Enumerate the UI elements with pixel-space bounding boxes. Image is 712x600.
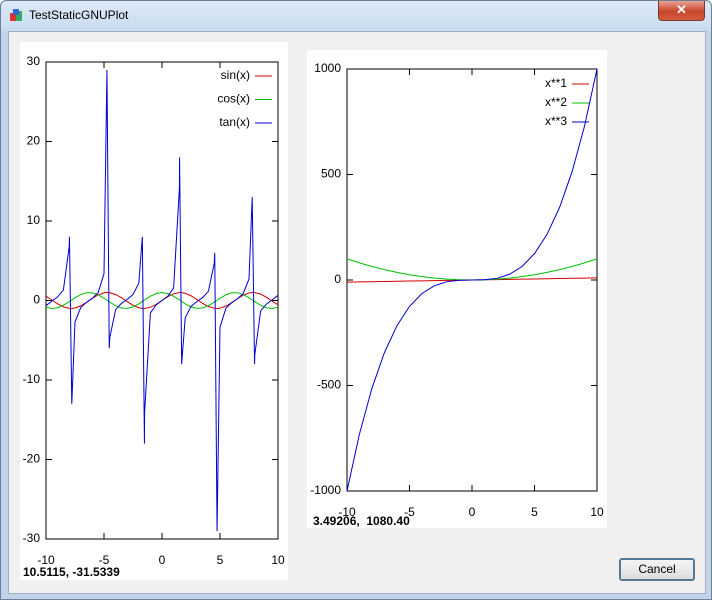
title-bar: TestStaticGNUPlot ✕ bbox=[1, 1, 711, 31]
y-tick-label: -500 bbox=[317, 378, 341, 392]
y-tick-label: -20 bbox=[23, 452, 41, 466]
x-tick-label: 0 bbox=[469, 505, 476, 519]
legend-label: sin(x) bbox=[221, 68, 250, 82]
y-tick-label: 1000 bbox=[314, 61, 341, 75]
legend-label: tan(x) bbox=[219, 115, 250, 129]
cancel-button[interactable]: Cancel bbox=[619, 558, 695, 581]
x-tick-label: -5 bbox=[404, 505, 415, 519]
cursor-readout: 10.5115, -31.5339 bbox=[23, 565, 120, 579]
y-tick-label: 0 bbox=[33, 293, 40, 307]
x-tick-label: 10 bbox=[590, 505, 604, 519]
plot-panel bbox=[20, 42, 288, 580]
legend-label: x**3 bbox=[545, 114, 567, 128]
legend-label: x**2 bbox=[545, 95, 567, 109]
x-tick-label: 0 bbox=[159, 553, 166, 567]
y-tick-label: 30 bbox=[27, 54, 41, 68]
x-tick-label: -10 bbox=[37, 553, 55, 567]
y-tick-label: 500 bbox=[321, 167, 341, 181]
series-line bbox=[346, 68, 598, 492]
x-tick-label: 10 bbox=[271, 553, 285, 567]
y-tick-label: -30 bbox=[23, 531, 41, 545]
y-tick-label: 10 bbox=[27, 213, 41, 227]
plot-panel bbox=[307, 50, 607, 528]
y-tick-label: -10 bbox=[23, 372, 41, 386]
legend-label: cos(x) bbox=[217, 92, 250, 106]
series-line bbox=[45, 69, 279, 532]
x-tick-label: -10 bbox=[338, 505, 356, 519]
x-tick-label: -5 bbox=[99, 553, 110, 567]
window-title: TestStaticGNUPlot bbox=[29, 8, 129, 22]
series-line bbox=[45, 292, 279, 309]
y-tick-label: -1000 bbox=[310, 483, 341, 497]
app-icon bbox=[10, 9, 22, 21]
y-tick-label: 20 bbox=[27, 134, 41, 148]
y-tick-label: 0 bbox=[334, 272, 341, 286]
close-button[interactable]: ✕ bbox=[658, 1, 705, 21]
cursor-readout: 3.49206, 1080.40 bbox=[313, 514, 410, 528]
legend-label: x**1 bbox=[545, 76, 567, 90]
x-tick-label: 5 bbox=[217, 553, 224, 567]
x-tick-label: 5 bbox=[531, 505, 538, 519]
